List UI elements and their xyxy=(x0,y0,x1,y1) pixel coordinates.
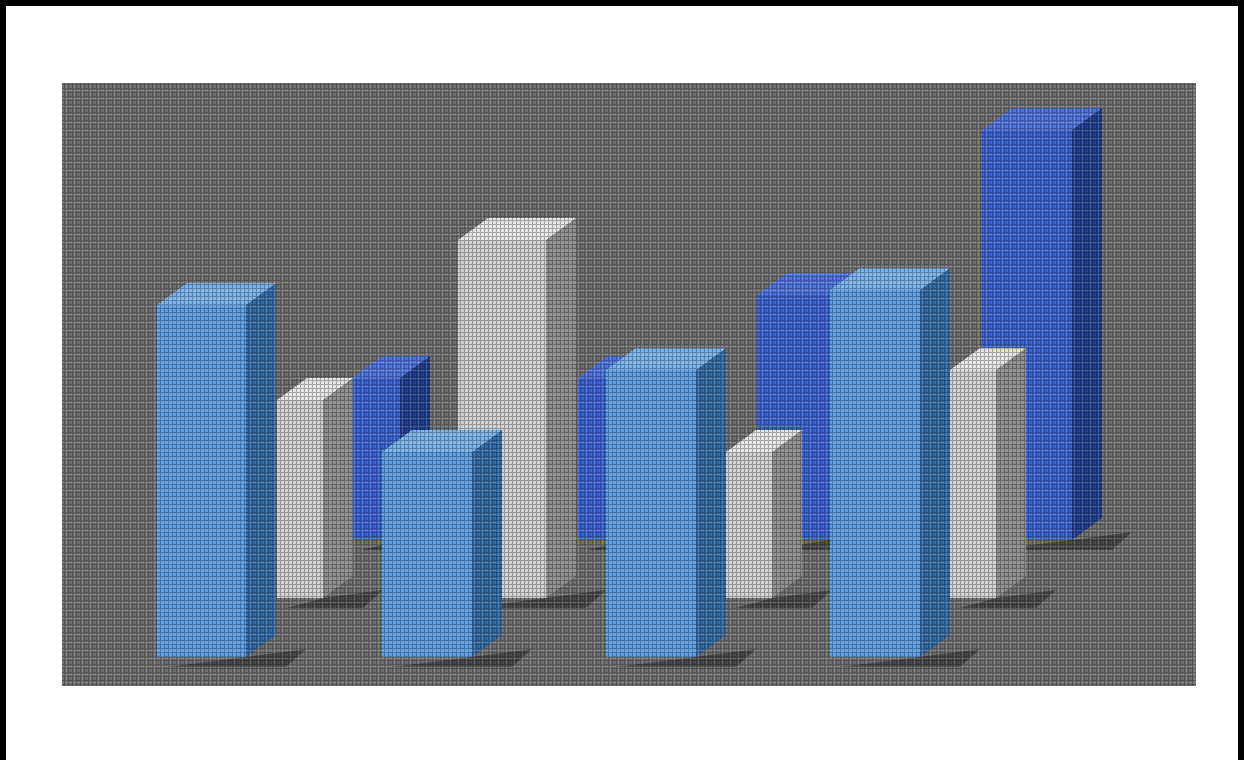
texture xyxy=(62,83,1196,686)
